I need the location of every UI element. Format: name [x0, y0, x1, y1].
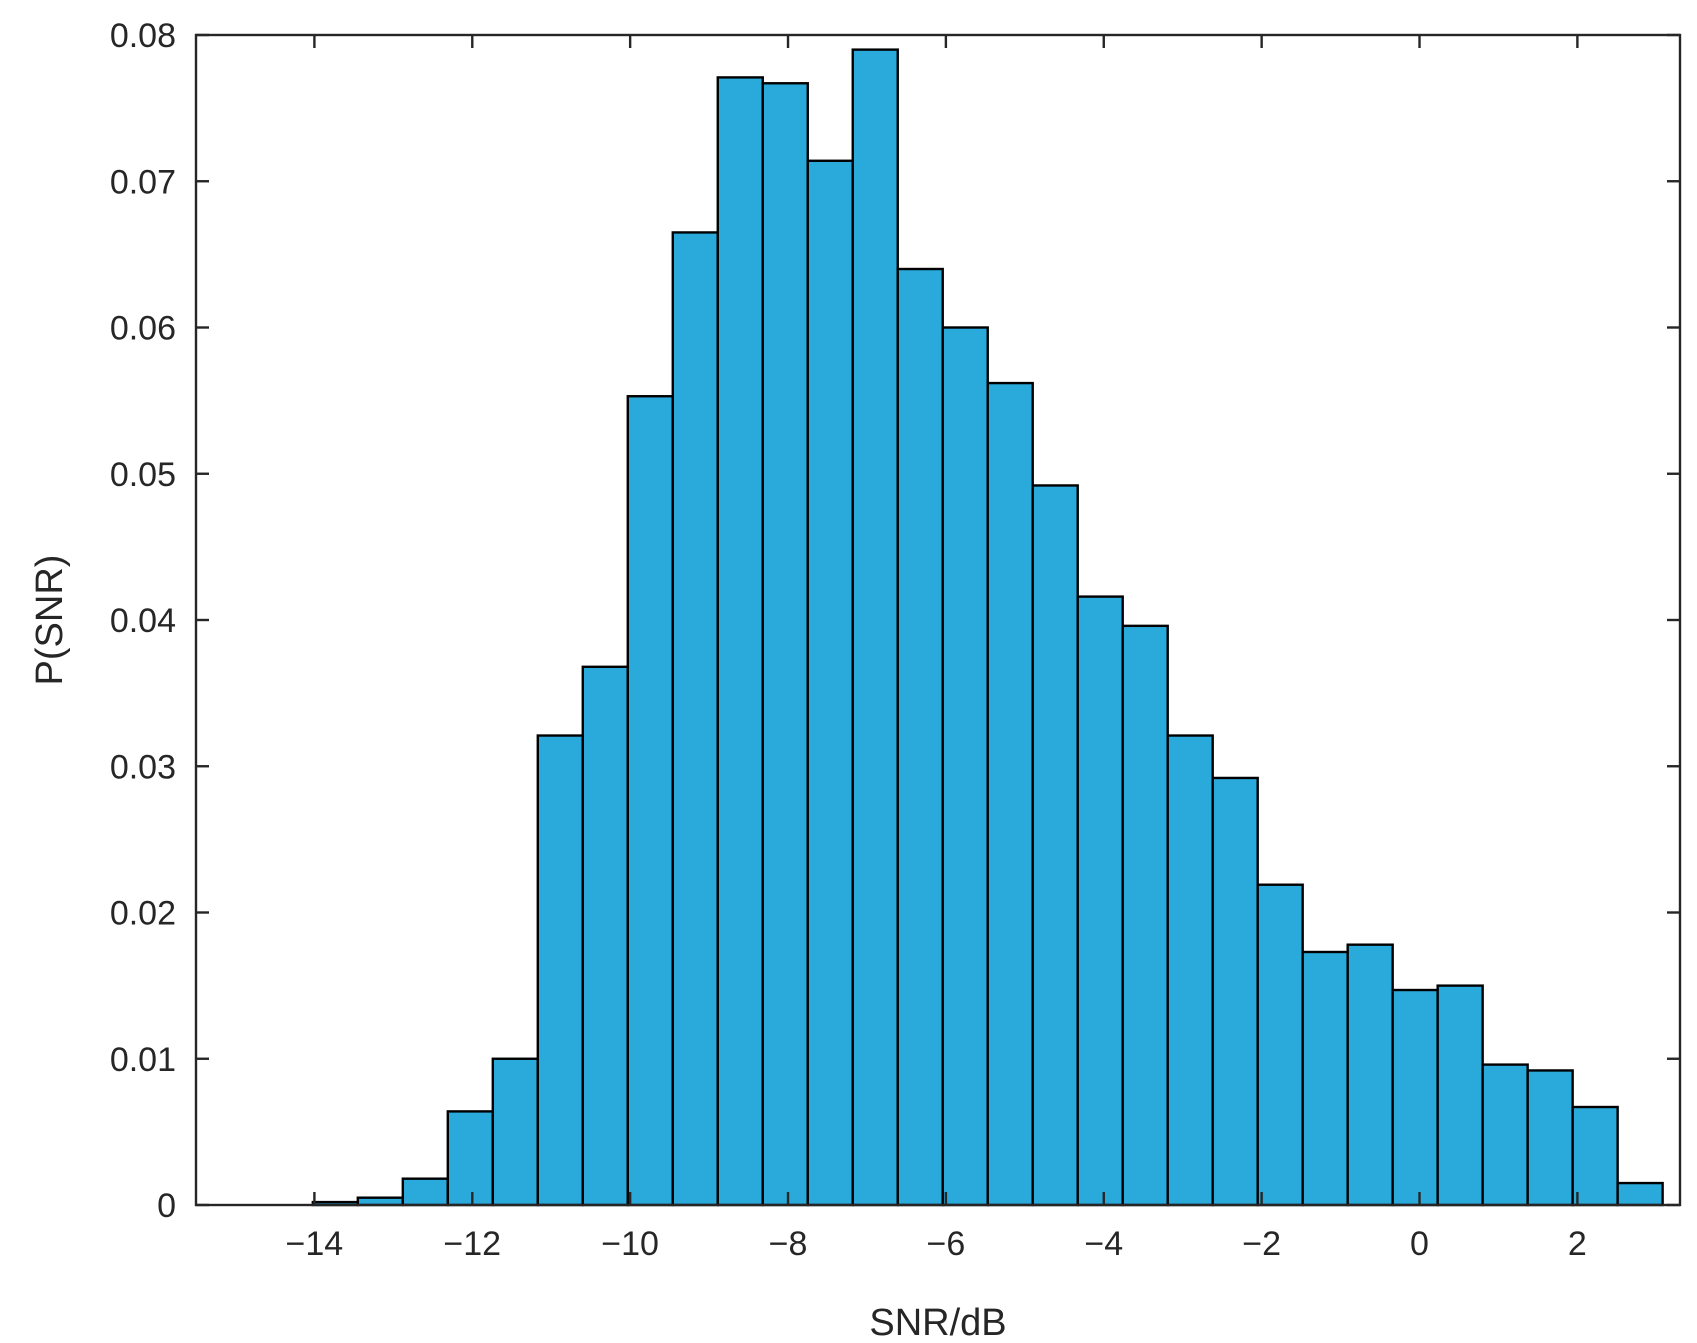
histogram-bar [986, 381, 1034, 1207]
histogram-bar [851, 48, 899, 1207]
histogram-bar [1031, 484, 1079, 1207]
x-tick-label: 2 [1568, 1225, 1587, 1263]
histogram-bar [491, 1057, 539, 1207]
y-tick-label: 0.08 [110, 17, 176, 55]
histogram-bar [761, 82, 809, 1207]
x-tick-label: 0 [1410, 1225, 1429, 1263]
bars-layer [311, 48, 1664, 1207]
histogram-bar [536, 734, 584, 1207]
y-tick-label: 0.04 [110, 602, 176, 640]
y-tick-label: 0 [157, 1187, 176, 1225]
histogram-bar [1166, 734, 1214, 1207]
histogram-bar [1301, 950, 1349, 1207]
histogram-bar [1481, 1063, 1529, 1207]
histogram-bar [1346, 943, 1394, 1207]
y-axis: 0 0.01 0.02 0.03 0.04 0.05 0.06 0.07 0.08 [110, 17, 1680, 1225]
y-tick-label: 0.02 [110, 895, 176, 933]
histogram-bar [401, 1177, 450, 1207]
histogram-bar [896, 267, 944, 1207]
x-tick-label: −10 [601, 1225, 659, 1263]
histogram-bar [1391, 988, 1439, 1207]
x-tick-label: −14 [286, 1225, 344, 1263]
histogram-bar [581, 665, 629, 1207]
y-tick-label: 0.06 [110, 310, 176, 348]
x-tick-label: −2 [1242, 1225, 1281, 1263]
histogram-bar [626, 395, 674, 1207]
histogram-bar [671, 231, 719, 1207]
histogram-bar [1526, 1069, 1574, 1207]
histogram-bar [806, 159, 854, 1207]
x-axis-title: SNR/dB [869, 1302, 1006, 1343]
y-tick-label: 0.05 [110, 456, 176, 494]
histogram-bar [716, 76, 764, 1207]
histogram-bar [1076, 595, 1124, 1207]
histogram-bar [941, 326, 989, 1207]
y-tick-label: 0.01 [110, 1041, 176, 1079]
histogram-bar [1121, 624, 1169, 1207]
histogram-bar [1616, 1181, 1664, 1207]
x-tick-label: −4 [1084, 1225, 1123, 1263]
histogram-bar [446, 1110, 495, 1207]
x-axis: −14 −12 −10 −8 −6 −4 −2 0 2 [286, 35, 1587, 1263]
histogram-bar [1256, 883, 1304, 1207]
y-axis-title: P(SNR) [29, 555, 71, 686]
x-tick-label: −6 [927, 1225, 966, 1263]
histogram-bar [1211, 776, 1259, 1207]
histogram-bar [1571, 1105, 1619, 1207]
y-tick-label: 0.03 [110, 748, 176, 786]
histogram-bar [1436, 984, 1484, 1207]
x-tick-label: −8 [769, 1225, 808, 1263]
y-tick-label: 0.07 [110, 163, 176, 201]
x-tick-label: −12 [443, 1225, 501, 1263]
